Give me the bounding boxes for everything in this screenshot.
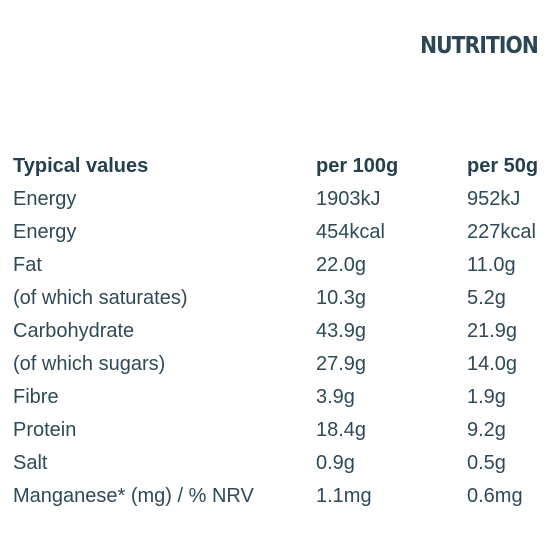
table-row: (of which saturates) 10.3g 5.2g [13,282,548,315]
value-per-50g: 11.0g [467,254,516,276]
header-per-50g: per 50g [467,155,539,177]
nutrient-label: (of which sugars) [13,353,166,375]
nutrient-label: Carbohydrate [13,320,135,342]
nutrient-label: Salt [13,452,48,474]
table-header: Typical values per 100g per 50g [13,150,548,183]
table-row: Fibre 3.9g 1.9g [13,381,548,414]
nutrient-label: (of which saturates) [13,287,188,309]
table-row: Manganese* (mg) / % NRV 1.1mg 0.6mg [13,480,548,513]
nutrient-label: Fibre [13,386,59,408]
table-body: Energy 1903kJ 952kJ Energy 454kcal 227kc… [13,183,548,513]
table-row: Protein 18.4g 9.2g [13,414,548,447]
nutrient-label: Energy [13,221,77,243]
table-row: Energy 1903kJ 952kJ [13,183,548,216]
table-row: Fat 22.0g 11.0g [13,249,548,282]
table-row: Energy 454kcal 227kcal [13,216,548,249]
value-per-100g: 0.9g [316,452,355,474]
nutrient-label: Manganese* (mg) / % NRV [13,485,254,507]
table-row: (of which sugars) 27.9g 14.0g [13,348,548,381]
value-per-50g: 227kcal [467,221,536,243]
value-per-100g: 3.9g [316,386,355,408]
value-per-100g: 43.9g [316,320,367,342]
value-per-50g: 14.0g [467,353,518,375]
value-per-100g: 18.4g [316,419,367,441]
nutrient-label: Energy [13,188,77,210]
nutrient-label: Fat [13,254,42,276]
value-per-50g: 9.2g [467,419,506,441]
nutrition-table: Typical values per 100g per 50g Energy 1… [13,150,548,513]
value-per-50g: 0.6mg [467,485,523,507]
header-typical-values: Typical values [13,155,149,177]
value-per-50g: 1.9g [467,386,506,408]
value-per-50g: 952kJ [467,188,521,210]
value-per-50g: 0.5g [467,452,506,474]
value-per-100g: 1.1mg [316,485,372,507]
value-per-100g: 454kcal [316,221,385,243]
table-row: Carbohydrate 43.9g 21.9g [13,315,548,348]
section-heading: NUTRITION [420,33,539,59]
header-per-100g: per 100g [316,155,399,177]
table-row: Salt 0.9g 0.5g [13,447,548,480]
header-row: Typical values per 100g per 50g [13,150,548,183]
value-per-100g: 27.9g [316,353,367,375]
value-per-50g: 21.9g [467,320,518,342]
value-per-100g: 1903kJ [316,188,381,210]
nutrient-label: Protein [13,419,77,441]
value-per-100g: 22.0g [316,254,367,276]
value-per-100g: 10.3g [316,287,367,309]
value-per-50g: 5.2g [467,287,506,309]
